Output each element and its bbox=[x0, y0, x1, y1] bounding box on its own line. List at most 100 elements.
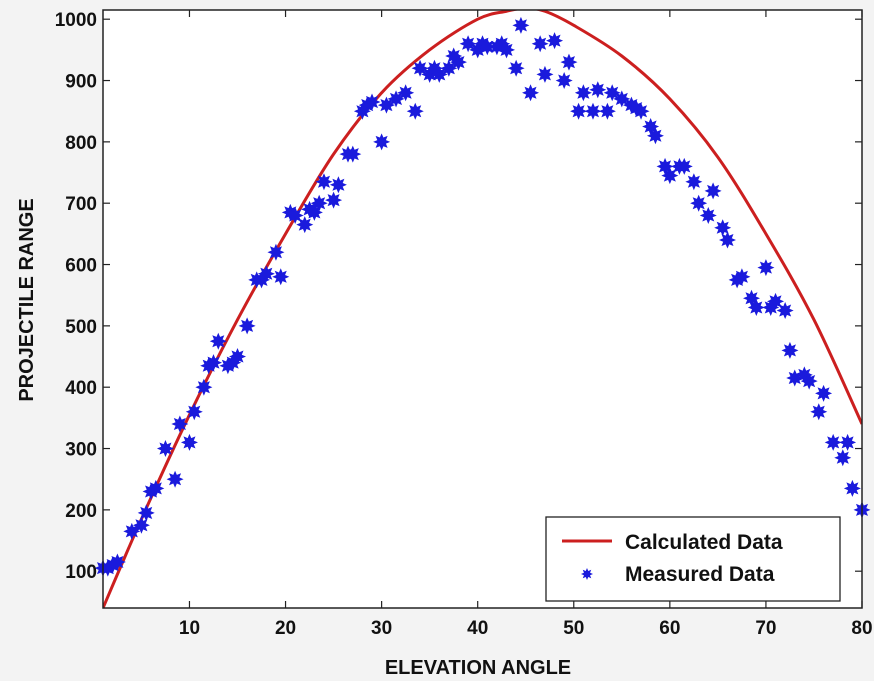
measured-data-point bbox=[522, 84, 540, 102]
measured-data-point bbox=[498, 41, 516, 59]
measured-data-point bbox=[315, 173, 333, 191]
measured-data-point bbox=[632, 102, 650, 120]
legend-marker-swatch bbox=[581, 568, 593, 580]
measured-data-point bbox=[690, 194, 708, 212]
x-tick-label: 40 bbox=[467, 618, 488, 639]
y-tick-label: 400 bbox=[65, 378, 97, 399]
measured-data-point bbox=[747, 298, 765, 316]
measured-data-point bbox=[776, 302, 794, 320]
measured-data-point bbox=[714, 219, 732, 237]
measured-data-point bbox=[108, 553, 126, 571]
x-tick-label: 70 bbox=[755, 618, 776, 639]
measured-data-point bbox=[718, 231, 736, 249]
measured-data-point bbox=[449, 53, 467, 71]
measured-data-point bbox=[598, 102, 616, 120]
y-tick-label: 600 bbox=[65, 256, 97, 277]
measured-data-point bbox=[834, 449, 852, 467]
measured-data-point bbox=[603, 84, 621, 102]
y-tick-label: 200 bbox=[65, 501, 97, 522]
measured-data-point bbox=[536, 65, 554, 83]
measured-data-point bbox=[584, 102, 602, 120]
measured-data-point bbox=[810, 403, 828, 421]
measured-data-point bbox=[589, 81, 607, 99]
measured-data-point bbox=[685, 173, 703, 191]
legend-star bbox=[581, 568, 593, 580]
measured-data-point bbox=[555, 72, 573, 90]
y-tick-label: 100 bbox=[65, 562, 97, 583]
measured-data-point bbox=[512, 16, 530, 34]
measured-data-point bbox=[613, 90, 631, 108]
measured-data-point bbox=[229, 348, 247, 366]
measured-data-point bbox=[440, 59, 458, 77]
measured-data-point bbox=[180, 433, 198, 451]
x-tick-label: 50 bbox=[563, 618, 584, 639]
measured-data-point bbox=[531, 35, 549, 53]
measured-data-point bbox=[574, 84, 592, 102]
x-axis-title: ELEVATION ANGLE bbox=[385, 657, 571, 679]
measured-data-point bbox=[373, 133, 391, 151]
measured-data-point bbox=[546, 32, 564, 50]
legend: Calculated Data Measured Data bbox=[545, 516, 841, 602]
measured-data-point bbox=[411, 59, 429, 77]
measured-data-point bbox=[757, 259, 775, 277]
measured-data-point bbox=[325, 191, 343, 209]
measured-data-point bbox=[397, 84, 415, 102]
measured-data-point bbox=[387, 90, 405, 108]
measured-data-point bbox=[699, 206, 717, 224]
measured-data-point bbox=[344, 145, 362, 163]
x-tick-label: 20 bbox=[275, 618, 296, 639]
measured-data-point bbox=[185, 403, 203, 421]
y-axis-title: PROJECTILE RANGE bbox=[16, 198, 38, 401]
measured-data-point bbox=[267, 243, 285, 261]
measured-data-point bbox=[459, 35, 477, 53]
measured-data-point bbox=[570, 102, 588, 120]
legend-label-calculated: Calculated Data bbox=[625, 531, 783, 554]
measured-data-point bbox=[377, 96, 395, 114]
measured-data-point bbox=[238, 317, 256, 335]
measured-data-point bbox=[132, 516, 150, 534]
measured-data-point bbox=[171, 415, 189, 433]
y-tick-label: 800 bbox=[65, 133, 97, 154]
x-tick-label: 30 bbox=[371, 618, 392, 639]
measured-data-point bbox=[560, 53, 578, 71]
plot-area bbox=[103, 10, 862, 608]
x-tick-label: 80 bbox=[851, 618, 872, 639]
measured-data-point bbox=[406, 102, 424, 120]
measured-data-point bbox=[166, 470, 184, 488]
plot-frame bbox=[102, 9, 863, 609]
measured-data-point bbox=[646, 127, 664, 145]
measured-data-point bbox=[195, 378, 213, 396]
measured-data-point bbox=[507, 59, 525, 77]
measured-data-point bbox=[310, 194, 328, 212]
measured-data-point bbox=[363, 93, 381, 111]
measured-data-point bbox=[296, 216, 314, 234]
measured-data-point bbox=[123, 522, 141, 540]
measured-data-point bbox=[204, 354, 222, 372]
measured-data-point bbox=[430, 65, 448, 83]
x-tick-label: 60 bbox=[659, 618, 680, 639]
measured-data-point bbox=[209, 332, 227, 350]
y-tick-label: 500 bbox=[65, 317, 97, 338]
y-tick-label: 900 bbox=[65, 72, 97, 93]
measured-data-point bbox=[272, 268, 290, 286]
measured-data-point bbox=[147, 479, 165, 497]
measured-data-point bbox=[137, 504, 155, 522]
measured-data-point bbox=[839, 433, 857, 451]
measured-data-point bbox=[781, 341, 799, 359]
legend-box bbox=[545, 516, 841, 602]
x-tick-label: 10 bbox=[179, 618, 200, 639]
measured-data-point bbox=[257, 265, 275, 283]
measured-data-point bbox=[675, 157, 693, 175]
measured-data-point bbox=[329, 176, 347, 194]
measured-data-point bbox=[824, 433, 842, 451]
measured-data-point bbox=[478, 38, 496, 56]
measured-data-point bbox=[815, 384, 833, 402]
y-tick-label: 1000 bbox=[55, 10, 97, 31]
y-tick-label: 700 bbox=[65, 194, 97, 215]
measured-data-point bbox=[800, 372, 818, 390]
y-tick-label: 300 bbox=[65, 440, 97, 461]
measured-data-point bbox=[843, 479, 861, 497]
measured-data-point bbox=[704, 182, 722, 200]
measured-data-point bbox=[156, 440, 174, 458]
